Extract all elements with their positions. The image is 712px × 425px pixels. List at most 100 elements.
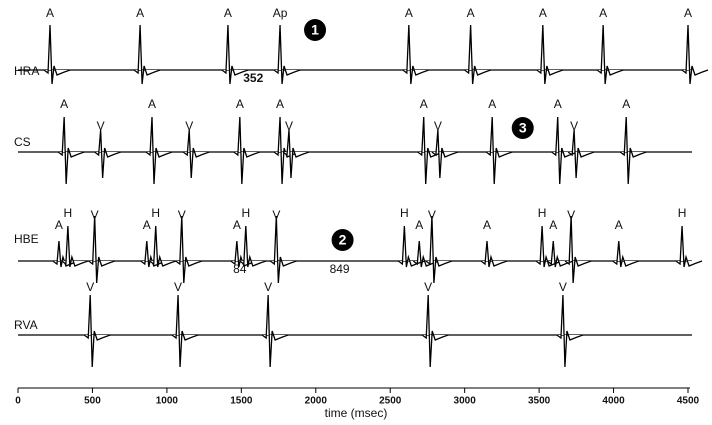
deflection	[233, 116, 261, 185]
deflection	[536, 24, 564, 85]
event-label: V	[91, 208, 99, 222]
event-label: V	[434, 119, 442, 133]
event-label: A	[488, 97, 496, 111]
event-label: A	[420, 97, 428, 111]
deflection	[239, 225, 267, 268]
event-label: V	[178, 208, 186, 222]
marker-label: 1	[311, 22, 319, 38]
event-label: A	[276, 97, 284, 111]
event-label: V	[428, 208, 436, 222]
deflection	[546, 240, 574, 268]
deflection	[88, 215, 115, 284]
deflection	[83, 294, 111, 368]
deflection	[175, 215, 202, 284]
deflection	[43, 24, 71, 85]
event-label: A	[236, 97, 244, 111]
deflection	[421, 294, 449, 368]
event-label: H	[538, 206, 547, 220]
event-label: V	[185, 119, 193, 133]
event-label: A	[622, 97, 630, 111]
event-label: A	[143, 218, 151, 232]
event-label: H	[151, 206, 160, 220]
event-label: A	[224, 6, 232, 20]
deflection	[567, 129, 595, 179]
deflection	[596, 24, 624, 85]
x-tick-label: 4500	[677, 396, 700, 407]
deflection	[612, 240, 639, 268]
x-tick-label: 1500	[230, 396, 253, 407]
deflection	[269, 215, 297, 284]
x-tick-label: 2000	[305, 396, 328, 407]
deflection	[464, 24, 491, 85]
channel-label: RVA	[14, 318, 38, 332]
event-label: V	[559, 280, 567, 294]
deflection	[61, 225, 89, 268]
interval-label: 352	[243, 71, 263, 85]
x-tick-label: 4000	[602, 396, 625, 407]
event-label: A	[483, 218, 491, 232]
event-label: A	[415, 218, 423, 232]
deflection	[480, 240, 508, 268]
event-label: A	[46, 6, 54, 20]
deflection	[182, 129, 210, 179]
event-label: A	[233, 218, 241, 232]
marker-circle	[331, 229, 354, 251]
x-tick-label: 1000	[156, 396, 179, 407]
x-tick-label: 500	[84, 396, 101, 407]
deflection	[133, 24, 161, 85]
event-label: V	[285, 119, 293, 133]
deflection	[431, 129, 459, 179]
event-label: V	[97, 119, 105, 133]
deflection	[273, 24, 301, 85]
interval-label: 84	[233, 262, 247, 276]
x-tick-label: 0	[15, 396, 21, 407]
marker-circle	[304, 19, 327, 41]
marker-label: 3	[519, 120, 527, 136]
deflection	[94, 129, 121, 179]
marker-circle	[511, 117, 534, 139]
deflection	[221, 24, 249, 85]
deflection	[282, 129, 310, 179]
deflection	[402, 24, 430, 85]
deflection	[675, 225, 703, 268]
event-label: A	[405, 6, 413, 20]
deflection	[425, 215, 453, 284]
channel-label: HRA	[14, 64, 39, 78]
deflection	[556, 294, 584, 368]
deflection	[485, 116, 513, 185]
interval-label: 849	[330, 262, 350, 276]
deflection	[171, 294, 199, 368]
event-label: A	[60, 97, 68, 111]
event-label: V	[567, 208, 575, 222]
deflection	[261, 294, 289, 368]
deflection	[57, 116, 85, 185]
event-label: A	[554, 97, 562, 111]
event-label: H	[400, 206, 409, 220]
marker-label: 2	[339, 232, 347, 248]
deflection	[145, 116, 173, 185]
event-label: H	[678, 206, 687, 220]
event-label: V	[272, 208, 280, 222]
event-label: A	[599, 6, 607, 20]
event-label: A	[549, 218, 557, 232]
event-label: H	[64, 206, 73, 220]
event-label: A	[684, 6, 692, 20]
x-tick-label: 2500	[379, 396, 402, 407]
event-label: A	[136, 6, 144, 20]
deflection	[564, 215, 592, 284]
x-tick-label: 3500	[528, 396, 551, 407]
channel-label: CS	[14, 135, 31, 149]
event-label: A	[55, 218, 63, 232]
event-label: A	[148, 97, 156, 111]
x-axis-label: time (msec)	[325, 406, 388, 420]
x-tick-label: 3000	[454, 396, 477, 407]
channel-label: HBE	[14, 232, 39, 246]
deflection	[619, 116, 647, 185]
event-label: Ap	[273, 6, 288, 20]
deflection	[681, 24, 709, 85]
event-label: H	[241, 206, 250, 220]
event-label: V	[174, 280, 182, 294]
event-label: A	[539, 6, 547, 20]
event-label: V	[424, 280, 432, 294]
